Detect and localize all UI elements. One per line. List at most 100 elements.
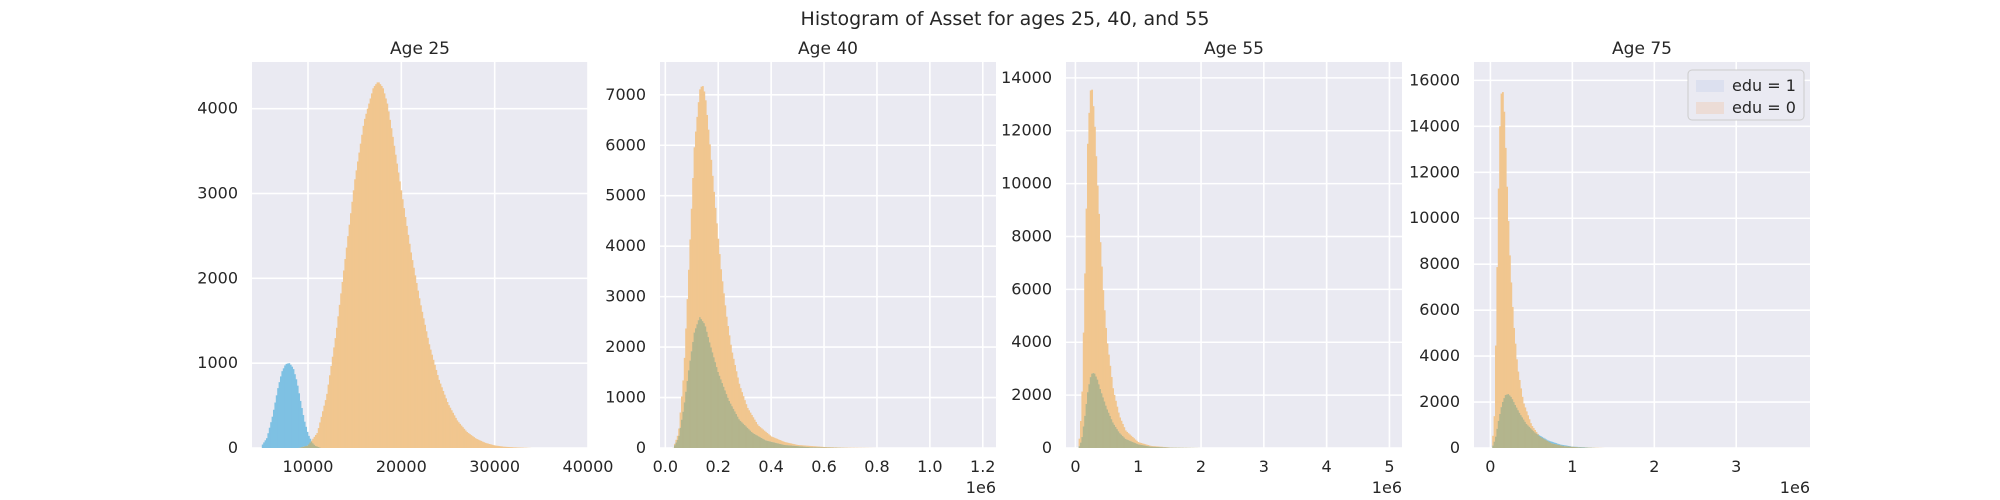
overlap-bar: [1110, 419, 1113, 448]
edu0-bar: [466, 432, 468, 448]
edu1-bar: [298, 393, 300, 448]
edu0-bar: [1525, 411, 1528, 424]
overlap-bar: [1507, 394, 1510, 448]
x-tick-label: 0.2: [705, 457, 730, 476]
overlap-bar: [783, 444, 785, 448]
x-tick-label: 0.0: [653, 457, 678, 476]
overlap-bar: [707, 337, 710, 448]
edu0-bar: [457, 422, 460, 448]
edu1-bar: [1559, 444, 1562, 446]
y-tick-label: 0: [1450, 438, 1460, 457]
overlap-bar: [777, 443, 780, 448]
edu0-bar: [448, 405, 450, 448]
edu0-bar: [460, 425, 463, 448]
edu0-bar: [819, 446, 822, 448]
edu0-bar: [763, 430, 766, 440]
overlap-bar: [797, 446, 799, 448]
edu1-bar: [271, 416, 274, 448]
edu0-bar: [1513, 327, 1515, 403]
edu0-bar: [470, 435, 473, 448]
overlap-bar: [1151, 446, 1154, 448]
edu0-bar: [515, 447, 517, 448]
overlap-bar: [1159, 447, 1162, 448]
edu1-bar: [277, 388, 279, 448]
overlap-bar: [749, 430, 752, 448]
overlap-bar: [675, 442, 678, 448]
overlap-bar: [1577, 447, 1580, 448]
edu0-bar: [1155, 446, 1158, 447]
edu0-bar: [786, 442, 788, 446]
edu0-bar: [431, 354, 433, 448]
overlap-bar: [1164, 447, 1166, 448]
overlap-bar: [1116, 429, 1119, 448]
y-tick-label: 8000: [1011, 226, 1052, 245]
overlap-bar: [1084, 415, 1086, 448]
overlap-bar: [819, 447, 822, 448]
overlap-bar: [1081, 437, 1084, 448]
edu0-bar: [727, 326, 729, 398]
edu0-bar: [1143, 443, 1145, 446]
edu0-bar: [365, 113, 368, 448]
edu0-bar: [344, 259, 347, 448]
overlap-bar: [686, 381, 689, 448]
overlap-bar: [1549, 442, 1552, 448]
overlap-bar: [767, 441, 770, 448]
edu0-bar: [808, 445, 811, 448]
overlap-bar: [1559, 445, 1562, 448]
x-tick-label: 20000: [376, 457, 427, 476]
overlap-bar: [724, 390, 727, 448]
edu1-bar: [291, 366, 293, 448]
y-tick-label: 6000: [605, 135, 646, 154]
edu0-bar: [774, 438, 777, 443]
edu0-bar: [362, 125, 365, 448]
edu0-bar: [443, 394, 446, 448]
y-tick-label: 0: [228, 438, 238, 457]
overlap-bar: [744, 425, 746, 448]
overlap-bar: [1158, 447, 1161, 448]
edu0-bar: [1138, 442, 1141, 445]
edu0-bar: [317, 428, 320, 448]
overlap-bar: [812, 447, 815, 448]
y-tick-label: 1000: [197, 353, 238, 372]
edu1-bar: [266, 438, 268, 448]
edu0-bar: [681, 396, 683, 420]
edu0-bar: [822, 446, 825, 448]
y-tick-label: 4000: [197, 99, 238, 118]
edu0-bar: [714, 207, 717, 363]
edu0-bar: [702, 86, 704, 322]
edu0-bar: [1492, 435, 1494, 446]
edu0-bar: [504, 446, 506, 448]
edu0-bar: [329, 375, 331, 448]
edu0-bar: [749, 412, 752, 431]
edu0-bar: [449, 407, 452, 448]
edu0-bar: [739, 388, 742, 421]
overlap-bar: [1560, 445, 1563, 448]
overlap-bar: [753, 433, 756, 448]
edu0-bar: [1117, 412, 1120, 432]
overlap-bar: [807, 446, 809, 448]
edu0-bar: [467, 433, 470, 448]
overlap-bar: [1580, 447, 1583, 448]
edu0-bar: [762, 429, 764, 439]
overlap-bar: [1166, 447, 1169, 448]
overlap-bar: [302, 446, 305, 448]
overlap-bar: [308, 444, 310, 448]
edu0-bar: [1527, 415, 1529, 426]
x-tick-label: 5: [1384, 457, 1394, 476]
edu1-bar: [1563, 445, 1566, 447]
overlap-bar: [313, 444, 316, 448]
edu1-bar: [285, 363, 288, 448]
edu0-bar: [688, 269, 690, 371]
overlap-bar: [786, 445, 788, 448]
edu0-bar: [784, 442, 787, 446]
edu0-bar: [371, 93, 373, 448]
overlap-bar: [776, 443, 778, 448]
overlap-bar: [1497, 420, 1500, 448]
overlap-bar: [1094, 373, 1096, 448]
edu0-bar: [1152, 446, 1155, 447]
edu1-bar: [261, 444, 264, 448]
edu0-bar: [1503, 111, 1506, 399]
edu0-bar: [1088, 112, 1091, 385]
edu0-bar: [509, 447, 512, 448]
overlap-bar: [1503, 398, 1506, 448]
